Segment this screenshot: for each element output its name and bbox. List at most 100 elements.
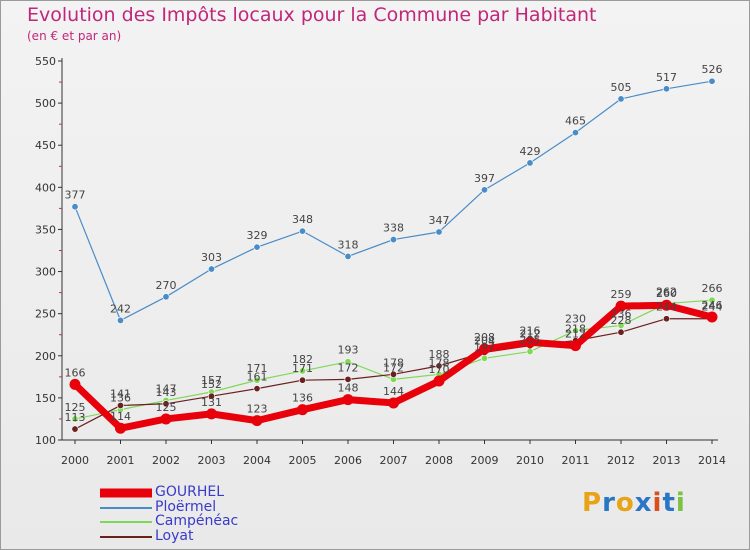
data-label-ploermel: 348: [292, 213, 313, 226]
data-label-ploermel: 465: [565, 115, 586, 128]
legend-label-gourhel: GOURHEL: [155, 484, 225, 500]
data-point-ploermel: [617, 95, 625, 103]
x-tick-label: 2005: [289, 454, 317, 467]
data-point-ploermel: [162, 293, 170, 301]
y-tick-label: 450: [35, 139, 56, 152]
x-tick-label: 2011: [562, 454, 590, 467]
data-point-ploermel: [208, 265, 216, 273]
data-label-ploermel: 429: [520, 145, 541, 158]
data-label-ploermel: 318: [338, 238, 359, 251]
data-point-gourhel: [661, 299, 672, 311]
data-point-loyat: [117, 401, 125, 409]
data-label-ploermel: 505: [611, 81, 632, 94]
data-label-loyat: 244: [656, 301, 677, 314]
data-point-ploermel: [253, 243, 261, 251]
data-label-campeneac: 172: [383, 361, 404, 374]
x-tick-label: 2003: [198, 454, 226, 467]
data-point-campeneac: [344, 358, 352, 366]
data-label-loyat: 228: [611, 314, 632, 327]
data-label-campeneac: 182: [292, 353, 313, 366]
proxiti-logo: Proxiti: [582, 488, 686, 518]
data-label-loyat: 152: [201, 378, 222, 391]
chart-subtitle: (en € et par an): [27, 29, 122, 43]
data-label-ploermel: 338: [383, 222, 404, 235]
data-point-loyat: [162, 400, 170, 408]
data-label-gourhel: 259: [611, 288, 632, 301]
data-point-gourhel: [570, 340, 581, 352]
data-label-campeneac: 136: [110, 392, 131, 405]
data-point-loyat: [71, 425, 79, 433]
data-label-campeneac: 230: [565, 313, 586, 326]
y-tick-label: 100: [35, 434, 56, 447]
x-tick-label: 2001: [107, 454, 135, 467]
data-label-gourhel: 123: [247, 403, 268, 416]
data-point-ploermel: [298, 227, 306, 235]
data-label-campeneac: 197: [474, 340, 495, 353]
data-label-ploermel: 242: [110, 302, 131, 315]
data-point-gourhel: [433, 375, 445, 387]
data-label-gourhel: 212: [565, 328, 586, 341]
x-tick-label: 2006: [334, 454, 362, 467]
data-label-loyat: 172: [338, 361, 359, 374]
data-label-ploermel: 270: [156, 279, 177, 292]
legend-swatch-loyat: [100, 536, 152, 538]
data-label-campeneac: 157: [201, 374, 222, 387]
data-label-ploermel: 347: [429, 214, 450, 227]
x-tick-label: 2013: [653, 454, 681, 467]
data-point-loyat: [435, 362, 443, 370]
data-label-gourhel: 208: [474, 331, 495, 344]
data-label-loyat: 178: [383, 356, 404, 369]
data-point-ploermel: [71, 203, 79, 211]
legend-label-loyat: Loyat: [155, 528, 194, 544]
data-label-campeneac: 205: [520, 334, 541, 347]
x-tick-label: 2009: [471, 454, 499, 467]
data-point-gourhel: [342, 394, 354, 406]
data-label-gourhel: 131: [201, 396, 222, 409]
data-point-gourhel: [615, 300, 627, 312]
data-point-ploermel: [435, 228, 443, 236]
x-tick-label: 2004: [243, 454, 271, 467]
data-point-campeneac: [708, 296, 716, 304]
data-label-campeneac: 171: [247, 362, 268, 375]
data-label-campeneac: 236: [611, 307, 632, 320]
data-label-campeneac: 147: [156, 382, 177, 395]
data-point-gourhel: [297, 404, 308, 416]
data-label-loyat: 218: [565, 323, 586, 336]
data-point-gourhel: [69, 378, 81, 390]
data-point-campeneac: [571, 327, 579, 335]
data-point-ploermel: [117, 316, 125, 324]
data-point-loyat: [253, 385, 261, 393]
data-label-loyat: 244: [702, 301, 723, 314]
data-point-loyat: [617, 328, 625, 336]
data-point-ploermel: [344, 252, 352, 260]
y-tick-label: 350: [35, 223, 56, 236]
data-point-ploermel: [571, 129, 579, 137]
data-label-loyat: 171: [292, 362, 313, 375]
y-tick-label: 500: [35, 97, 56, 110]
data-label-gourhel: 114: [110, 410, 131, 423]
data-point-campeneac: [71, 415, 79, 423]
data-label-gourhel: 166: [65, 366, 86, 379]
data-label-loyat: 212: [520, 328, 541, 341]
x-tick-label: 2014: [698, 454, 726, 467]
data-point-loyat: [208, 392, 216, 400]
axes: 100 150 200 250 300 350 400 450 500 550 2000 2001 20…: [35, 55, 726, 467]
data-label-loyat: 113: [65, 411, 86, 424]
x-tick-label: 2010: [516, 454, 544, 467]
data-label-ploermel: 377: [65, 189, 86, 202]
x-tick-label: 2000: [61, 454, 89, 467]
data-point-campeneac: [480, 354, 488, 362]
data-point-ploermel: [526, 159, 534, 167]
data-label-ploermel: 526: [702, 63, 723, 76]
x-tick-label: 2002: [152, 454, 180, 467]
data-label-campeneac: 178: [429, 356, 450, 369]
data-point-loyat: [344, 375, 352, 383]
data-label-campeneac: 262: [656, 286, 677, 299]
y-tick-label: 400: [35, 181, 56, 194]
data-point-campeneac: [617, 321, 625, 329]
legend-label-ploermel: Ploërmel: [155, 499, 217, 515]
data-point-gourhel: [388, 397, 399, 409]
data-label-ploermel: 303: [201, 251, 222, 264]
data-point-gourhel: [479, 343, 490, 355]
